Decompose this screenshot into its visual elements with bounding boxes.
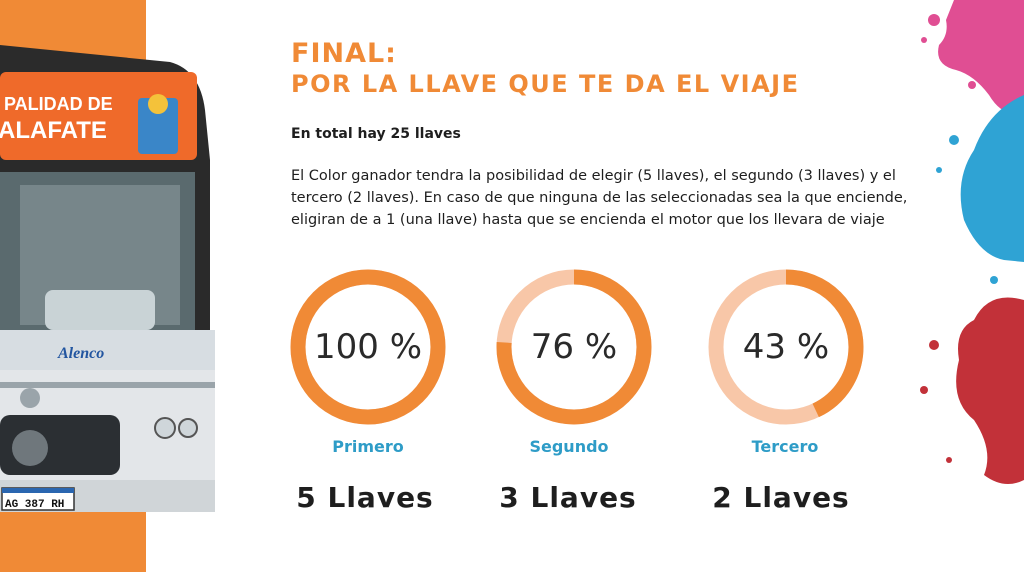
page-subtitle: POR LA LLAVE QUE TE DA EL VIAJE [291,70,800,98]
keys-count-segundo: 3 Llaves [499,481,637,514]
ring-fill [496,269,652,425]
bus-image: PALIDAD DE ALAFATE Alenco AG 387 RH [0,45,215,512]
bus-side-logo: Alenco [57,345,104,362]
ring-percent: 100 % [313,327,422,367]
bus-plate: AG 387 RH [5,499,64,511]
place-label-tercero: Tercero [751,437,819,456]
bus-sign-line2: ALAFATE [0,117,107,144]
ring-percent: 76 % [530,327,618,367]
description-text: El Color ganador tendra la posibilidad d… [291,168,908,228]
progress-ring-tercero: 43 % [706,267,866,427]
place-label-primero: Primero [332,437,404,456]
bus-sign-line1: PALIDAD DE [4,94,113,114]
keys-count-tercero: 2 Llaves [712,481,850,514]
keys-count-primero: 5 Llaves [296,481,434,514]
ring-fill [708,269,864,425]
intro-text: En total hay 25 llaves [291,126,461,142]
progress-ring-primero: 100 % [288,267,448,427]
ring-fill [290,269,446,425]
page-title: FINAL: [291,38,397,69]
paint-splatter-decoration [920,0,1024,484]
place-label-segundo: Segundo [529,437,609,456]
progress-ring-segundo: 76 % [494,267,654,427]
ring-percent: 43 % [742,327,830,367]
